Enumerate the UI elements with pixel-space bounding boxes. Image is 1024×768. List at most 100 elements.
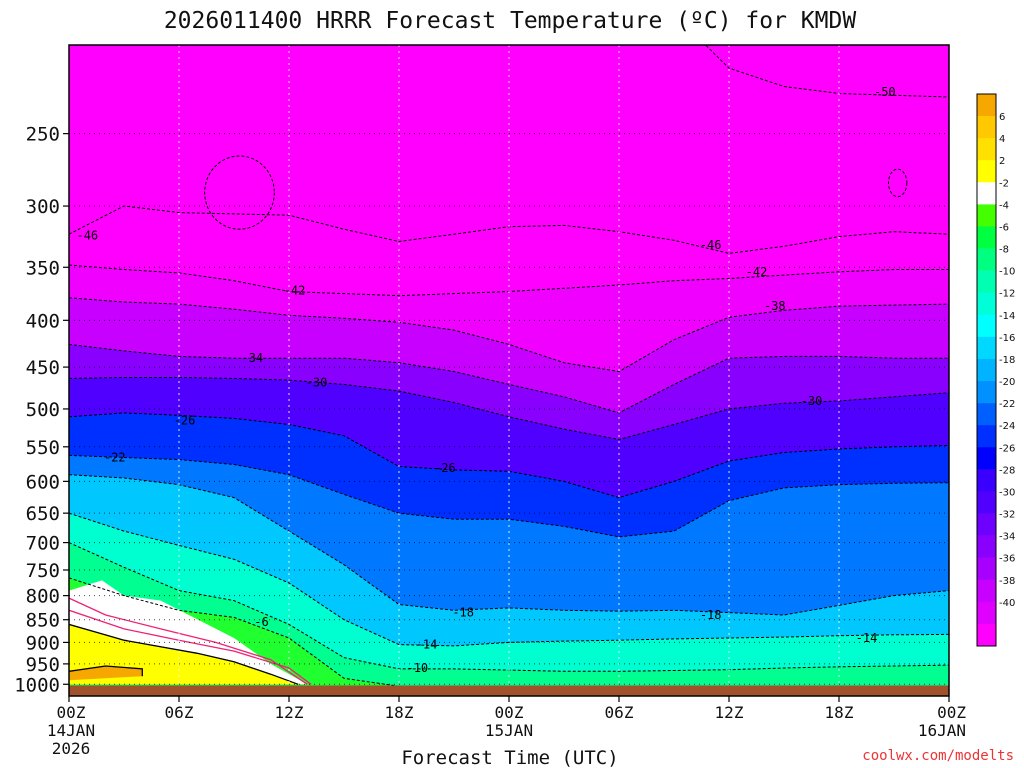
color-scale-label: -6 [999, 222, 1009, 233]
color-scale-swatch [977, 94, 996, 117]
color-scale-label: -4 [999, 200, 1009, 211]
isotherm-line [69, 665, 143, 677]
color-scale-swatch [977, 204, 996, 227]
color-scale-swatch [977, 292, 996, 316]
y-axis-tick-label: 1000 [14, 674, 60, 696]
contour-label: -18 [700, 608, 722, 622]
contour-label: -34 [241, 351, 263, 365]
y-axis-tick-label: 500 [26, 399, 60, 421]
credit-text: coolwx.com/modelts [862, 748, 1014, 764]
contour-label: -30 [801, 394, 823, 408]
color-scale-legend: 6 4 2 -2 -4 -6 -8 -10 -12 -14 -16 -18 -20 -22 -24 -26 -2… [976, 93, 1015, 647]
color-scale-label: -26 [999, 443, 1015, 454]
contour-label: -26 [174, 414, 196, 428]
isotherm-line [69, 609, 312, 685]
color-scale-swatch [977, 469, 996, 492]
isotherm-line [69, 623, 299, 685]
color-scale-label: 4 [999, 134, 1005, 145]
x-axis-label: Forecast Time (UTC) [401, 747, 618, 768]
chart-title: 2026011400 HRRR Forecast Temperature (ºC… [164, 8, 857, 34]
x-axis-tick-label: 12Z [715, 703, 744, 722]
color-scale-swatch [977, 513, 996, 536]
color-scale-label: -24 [999, 421, 1015, 432]
color-scale-label: -40 [999, 598, 1015, 609]
color-scale-label: -20 [999, 377, 1015, 388]
color-scale-label: -38 [999, 576, 1015, 587]
contour-label: -18 [452, 606, 474, 620]
x-axis-tick-label: 2026 [52, 739, 91, 758]
color-scale-frame [976, 93, 997, 647]
color-scale-swatch [977, 270, 996, 294]
color-scale-label: -36 [999, 554, 1015, 565]
color-scale-label: -16 [999, 333, 1015, 344]
y-axis-tick-label: 900 [26, 632, 60, 654]
contour-label: -22 [104, 450, 126, 464]
y-axis: 2503003504004505005506006507007508008509… [14, 124, 69, 696]
color-scale-swatch [977, 447, 996, 470]
contour-label: -14 [856, 631, 878, 645]
y-axis-tick-label: 350 [26, 257, 60, 279]
isotherm-loop [204, 155, 275, 230]
color-scale-label: -32 [999, 510, 1015, 521]
y-axis-tick-label: 250 [26, 124, 60, 146]
color-scale-label: -18 [999, 355, 1015, 366]
x-axis-tick-label: 15JAN [485, 721, 533, 740]
y-axis-tick-label: 950 [26, 654, 60, 676]
isotherm-line [69, 377, 949, 441]
contour-label: -26 [434, 461, 456, 475]
color-scale-swatch [977, 358, 996, 382]
color-scale-label: 2 [999, 156, 1005, 167]
color-scale-swatch [977, 138, 996, 161]
y-axis-tick-label: 450 [26, 357, 60, 379]
y-axis-tick-label: 300 [26, 196, 60, 218]
y-axis-tick-label: 800 [26, 586, 60, 608]
contour-label: -14 [416, 638, 438, 652]
x-axis-tick-label: 18Z [825, 703, 854, 722]
color-scale-swatch [977, 116, 996, 139]
x-axis-tick-label: 06Z [165, 703, 194, 722]
plot-area: -50 -46 -46 -42 -42 -38 -34 -30 -30 -26 -26 -22 -18 -… [69, 45, 949, 696]
contour-label: -50 [874, 85, 896, 99]
x-axis-tick-label: 06Z [605, 703, 634, 722]
x-axis-tick-label: 00Z [495, 703, 524, 722]
x-axis-tick-label: 18Z [385, 703, 414, 722]
color-scale-swatch [977, 557, 996, 581]
contour-label: -10 [406, 661, 428, 675]
isotherm-line [69, 343, 949, 414]
isotherm-loop [888, 168, 908, 198]
temperature-bands [69, 45, 949, 696]
color-scale-swatch [977, 314, 996, 338]
color-scale-swatch [977, 425, 996, 448]
color-scale-swatch [977, 381, 996, 404]
color-scale-label: -2 [999, 178, 1009, 189]
y-axis-tick-label: 600 [26, 471, 60, 493]
contour-label: -46 [76, 228, 98, 242]
y-axis-tick-label: 750 [26, 560, 60, 582]
color-scale-label: -8 [999, 245, 1009, 256]
color-scale-label: -30 [999, 487, 1015, 498]
contour-label: -38 [764, 299, 786, 313]
color-scale-label: 6 [999, 112, 1005, 123]
color-scale-swatch [977, 579, 996, 603]
y-axis-tick-label: 850 [26, 610, 60, 632]
x-axis-tick-label: 12Z [275, 703, 304, 722]
color-scale-swatch [977, 535, 996, 558]
color-scale-label: -28 [999, 465, 1015, 476]
color-scale-label: -10 [999, 267, 1015, 278]
contour-label: -6 [254, 615, 268, 629]
contour-label: -42 [284, 283, 306, 297]
color-scale-label: -14 [999, 311, 1015, 322]
contour-label: -42 [746, 265, 768, 279]
color-scale-label: -22 [999, 399, 1015, 410]
temperature-band [69, 666, 143, 681]
y-axis-tick-label: 550 [26, 437, 60, 459]
color-scale-swatch [977, 601, 996, 625]
ground-surface [69, 685, 949, 696]
color-scale-label: -34 [999, 532, 1015, 543]
color-scale-swatch [977, 160, 996, 183]
contour-label: -46 [700, 238, 722, 252]
x-axis-tick-label: 00Z [937, 703, 966, 722]
